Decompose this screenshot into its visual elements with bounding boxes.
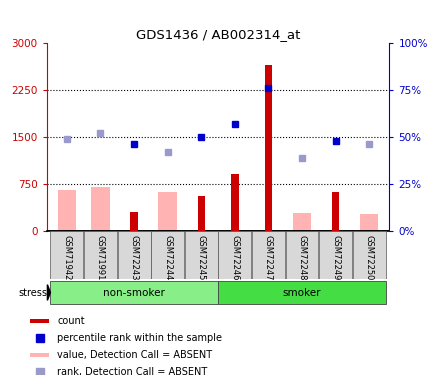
Bar	[252, 231, 285, 279]
Text: GSM71991: GSM71991	[96, 234, 105, 280]
Bar	[91, 187, 110, 231]
Text: GSM72250: GSM72250	[365, 234, 374, 280]
Bar	[30, 354, 49, 357]
Bar	[286, 231, 319, 279]
Text: GSM71942: GSM71942	[62, 234, 71, 280]
Bar	[130, 212, 138, 231]
Title: GDS1436 / AB002314_at: GDS1436 / AB002314_at	[136, 28, 300, 40]
Bar	[50, 280, 218, 304]
Text: GSM72247: GSM72247	[264, 234, 273, 280]
Bar	[218, 280, 386, 304]
Bar	[198, 196, 205, 231]
Text: count: count	[57, 316, 85, 326]
Text: GSM72246: GSM72246	[231, 234, 239, 280]
Bar	[117, 231, 150, 279]
Text: GSM72243: GSM72243	[129, 234, 138, 280]
Bar	[265, 65, 272, 231]
Bar	[231, 174, 239, 231]
Text: GSM72248: GSM72248	[298, 234, 307, 280]
Polygon shape	[48, 285, 50, 300]
Bar	[319, 231, 352, 279]
Text: percentile rank within the sample: percentile rank within the sample	[57, 333, 222, 343]
Text: stress: stress	[18, 288, 48, 297]
Bar	[50, 231, 83, 279]
Text: rank, Detection Call = ABSENT: rank, Detection Call = ABSENT	[57, 368, 207, 375]
Bar	[293, 213, 311, 231]
Bar	[353, 231, 386, 279]
Text: value, Detection Call = ABSENT: value, Detection Call = ABSENT	[57, 350, 212, 360]
Text: GSM72249: GSM72249	[331, 234, 340, 280]
Bar	[30, 320, 49, 323]
Bar	[151, 231, 184, 279]
Bar	[158, 192, 177, 231]
Bar	[84, 231, 117, 279]
Bar	[218, 231, 251, 279]
Bar	[58, 190, 76, 231]
Bar	[185, 231, 218, 279]
Bar	[332, 192, 340, 231]
Bar	[360, 214, 378, 231]
Text: non-smoker: non-smoker	[103, 288, 165, 297]
Text: GSM72245: GSM72245	[197, 234, 206, 280]
Text: GSM72244: GSM72244	[163, 234, 172, 280]
Text: smoker: smoker	[283, 288, 321, 297]
